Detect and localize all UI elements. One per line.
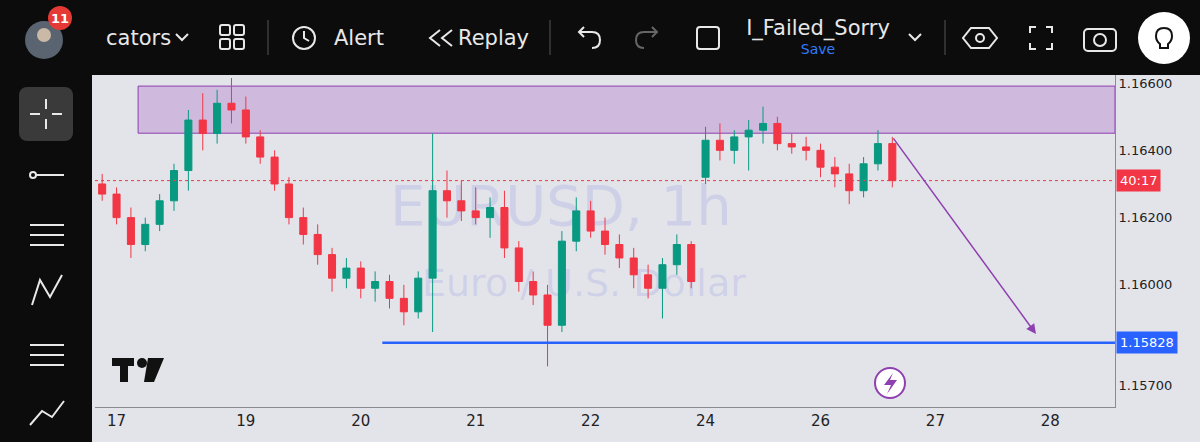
svg-text:21: 21 bbox=[466, 412, 485, 430]
svg-text:Save: Save bbox=[801, 41, 835, 57]
svg-text:Alert: Alert bbox=[334, 26, 384, 50]
svg-text:I_Failed_Sorry: I_Failed_Sorry bbox=[746, 16, 890, 41]
svg-text:cators: cators bbox=[106, 26, 171, 50]
svg-text:Replay: Replay bbox=[458, 26, 529, 50]
svg-text:11: 11 bbox=[51, 11, 69, 26]
html-text:EURUSD, 1h: EURUSD, 1h bbox=[390, 173, 732, 238]
svg-text:22: 22 bbox=[581, 412, 600, 430]
svg-text:20: 20 bbox=[351, 412, 370, 430]
svg-text:28: 28 bbox=[1041, 412, 1060, 430]
svg-text:17: 17 bbox=[107, 412, 126, 430]
svg-text:19: 19 bbox=[236, 412, 255, 430]
svg-text:1.15700: 1.15700 bbox=[1119, 378, 1173, 393]
svg-text:26: 26 bbox=[811, 412, 830, 430]
html-text:Euro / U.S. Dollar: Euro / U.S. Dollar bbox=[422, 261, 746, 305]
svg-text:1.16600: 1.16600 bbox=[1119, 76, 1173, 91]
svg-text:40:17: 40:17 bbox=[1120, 173, 1157, 188]
svg-text:1.16400: 1.16400 bbox=[1119, 143, 1173, 158]
svg-text:24: 24 bbox=[696, 412, 715, 430]
svg-text:27: 27 bbox=[926, 412, 945, 430]
svg-text:1.16000: 1.16000 bbox=[1119, 277, 1173, 292]
svg-text:1.16200: 1.16200 bbox=[1119, 210, 1173, 225]
svg-text:1.15828: 1.15828 bbox=[1120, 335, 1174, 350]
